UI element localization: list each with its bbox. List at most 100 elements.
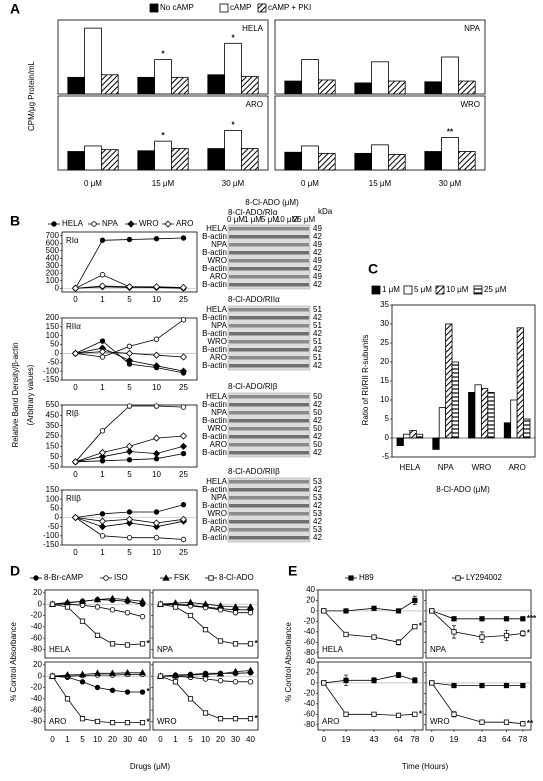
blot-row-label: B-actin bbox=[202, 361, 227, 370]
x-tick-label: 78 bbox=[410, 735, 419, 744]
x-tick-label: 64 bbox=[502, 735, 511, 744]
marker bbox=[125, 349, 134, 357]
x-tick-label: 0 bbox=[73, 548, 78, 557]
blot-lane: 10 μM bbox=[276, 215, 299, 224]
blot-band bbox=[229, 332, 309, 336]
blot-kda: 53 bbox=[313, 477, 322, 486]
y-tick-label: -50 bbox=[47, 462, 59, 471]
blot-lane: 5 μM bbox=[261, 215, 279, 224]
y-tick-label: -60 bbox=[303, 637, 315, 646]
y-tick-label: 450 bbox=[46, 410, 60, 419]
marker bbox=[395, 608, 402, 614]
marker bbox=[412, 677, 418, 683]
blot-kda: 49 bbox=[313, 224, 322, 233]
y-tick-label: 400 bbox=[46, 253, 60, 262]
blot-kda: 53 bbox=[313, 525, 322, 534]
marker bbox=[348, 575, 354, 581]
blot-lane: 25 μM bbox=[293, 215, 316, 224]
y-tick-label: -20 bbox=[303, 688, 315, 697]
marker bbox=[503, 719, 510, 725]
x-tick-label: 30 bbox=[123, 735, 132, 744]
y-tick-label: 100 bbox=[46, 331, 60, 340]
legend-label: ISO bbox=[114, 573, 128, 582]
marker bbox=[520, 682, 526, 689]
bar bbox=[154, 59, 172, 95]
y-tick-label: -20 bbox=[303, 616, 315, 625]
marker bbox=[98, 453, 107, 461]
blot-row-label: HELA bbox=[206, 305, 228, 314]
marker bbox=[395, 712, 402, 718]
marker bbox=[172, 604, 179, 610]
marker bbox=[99, 533, 106, 539]
blot-band bbox=[229, 235, 309, 239]
y-tick-label: 5 bbox=[385, 414, 390, 423]
blot-row-label: B-actin bbox=[202, 448, 227, 457]
marker bbox=[125, 447, 134, 456]
bar bbox=[240, 148, 259, 171]
y-tick-label: 0 bbox=[385, 433, 390, 442]
y-axis-title: % Control Absorbance bbox=[9, 622, 18, 702]
y-tick-label: 500 bbox=[46, 246, 60, 255]
x-tick-label: 5 bbox=[127, 383, 132, 392]
blot-row-label: ARO bbox=[210, 525, 227, 534]
panel-title: HELA bbox=[49, 645, 71, 654]
bar bbox=[170, 76, 189, 95]
y-tick-label: -100 bbox=[43, 531, 60, 540]
blot-row-label: B-actin bbox=[202, 345, 227, 354]
marker bbox=[109, 687, 116, 694]
bar bbox=[487, 391, 495, 439]
bar bbox=[154, 140, 172, 171]
marker bbox=[139, 720, 146, 726]
marker bbox=[93, 595, 102, 603]
bar bbox=[387, 80, 406, 95]
blot-image bbox=[227, 477, 311, 543]
marker bbox=[179, 283, 188, 292]
significance-mark: ** bbox=[447, 128, 454, 137]
y-tick-label: -50 bbox=[47, 357, 59, 366]
bar bbox=[207, 148, 226, 171]
blot-band bbox=[229, 443, 309, 447]
plot-frame bbox=[61, 317, 198, 381]
blot-kda: 42 bbox=[313, 361, 322, 370]
x-tick-label: 0 bbox=[50, 735, 55, 744]
panel-title: HELA bbox=[242, 24, 264, 33]
marker bbox=[99, 428, 106, 434]
marker bbox=[71, 513, 80, 522]
marker bbox=[180, 317, 187, 323]
x-tick-label: 25 bbox=[179, 295, 188, 304]
marker bbox=[152, 434, 161, 442]
y-tick-label: 25 bbox=[380, 338, 389, 347]
plot-frame bbox=[317, 589, 424, 659]
plot-frame bbox=[44, 589, 151, 659]
marker bbox=[71, 284, 80, 292]
x-tick-label: 30 μM bbox=[439, 179, 462, 188]
blot-kda: 50 bbox=[313, 440, 322, 449]
x-tick-label: 0 bbox=[322, 735, 327, 744]
marker bbox=[202, 627, 209, 633]
bar bbox=[468, 391, 476, 439]
marker bbox=[179, 442, 188, 450]
y-tick-label: 0 bbox=[38, 599, 43, 608]
bar bbox=[457, 151, 476, 171]
legend-label: 1 μM bbox=[382, 285, 400, 294]
bar bbox=[101, 74, 119, 95]
marker bbox=[246, 666, 255, 674]
y-tick-label: 40 bbox=[306, 657, 315, 666]
marker bbox=[109, 641, 116, 647]
panel-label: A bbox=[10, 1, 20, 17]
bar bbox=[415, 433, 424, 439]
marker bbox=[123, 595, 132, 603]
blot-band bbox=[229, 251, 309, 255]
y-tick-label: -60 bbox=[303, 709, 315, 718]
blot-row-label: B-actin bbox=[202, 264, 227, 273]
y-tick-label: -150 bbox=[43, 540, 60, 549]
marker bbox=[451, 629, 457, 635]
x-axis-title: Drugs (μM) bbox=[130, 762, 171, 771]
blot-row-label: B-actin bbox=[202, 313, 227, 322]
panel-title: RIIβ bbox=[66, 494, 81, 503]
blot-header: 8-Cl-ADO/RIα bbox=[228, 208, 278, 217]
bar bbox=[354, 82, 372, 95]
marker bbox=[232, 679, 239, 685]
marker bbox=[125, 283, 134, 291]
bar bbox=[301, 145, 319, 171]
